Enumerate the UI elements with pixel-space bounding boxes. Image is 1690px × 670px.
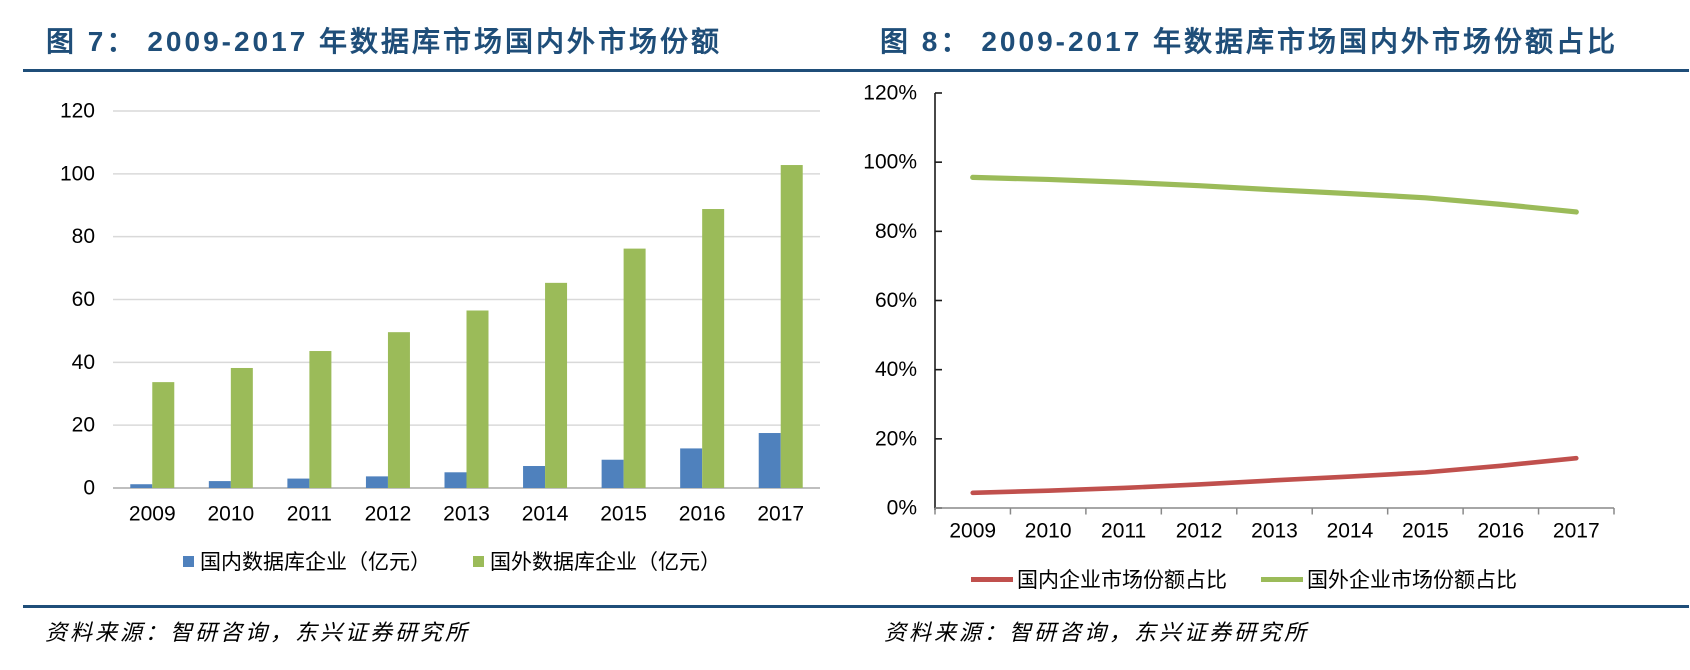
fig8-ytick-label-20%: 20% bbox=[875, 427, 917, 450]
fig8-line-domestic bbox=[970, 455, 1579, 496]
fig7-bar-foreign-2012 bbox=[387, 332, 410, 488]
fig8-ytick-label-80%: 80% bbox=[875, 220, 917, 243]
fig8-xtick-label-2012: 2012 bbox=[1176, 520, 1223, 543]
legend-item-domestic-share: 国内企业市场份额占比 bbox=[971, 564, 1227, 594]
fig7-bar-domestic-2014 bbox=[523, 466, 546, 488]
fig7-xtick-label-2013: 2013 bbox=[443, 503, 490, 526]
fig7-bar-domestic-2012 bbox=[365, 476, 388, 488]
fig8-xtick-label-2016: 2016 bbox=[1477, 520, 1524, 543]
fig8-xtick-label-2011: 2011 bbox=[1101, 520, 1146, 543]
legend-label-domestic-share: 国内企业市场份额占比 bbox=[1017, 569, 1227, 592]
legend-item-domestic-db: 国内数据库企业（亿元） bbox=[183, 546, 431, 576]
fig8-xtick-label-2010: 2010 bbox=[1025, 520, 1072, 543]
footer-separator-line bbox=[23, 605, 1689, 608]
fig8-xtick-label-2009: 2009 bbox=[949, 520, 996, 543]
fig8-xtick-label-2013: 2013 bbox=[1251, 520, 1298, 543]
fig8-ytick-label-40%: 40% bbox=[875, 358, 917, 381]
legend-swatch-domestic-db bbox=[183, 555, 194, 567]
figure7-legend: 国内数据库企业（亿元） 国外数据库企业（亿元） bbox=[183, 546, 721, 576]
fig7-xtick-label-2015: 2015 bbox=[600, 503, 647, 526]
figure7-title-text: 2009-2017 年数据库市场国内外市场份额 bbox=[147, 26, 723, 57]
fig7-xtick-label-2011: 2011 bbox=[287, 503, 332, 526]
fig7-bar-foreign-2014 bbox=[545, 282, 568, 488]
fig7-bar-foreign-2009 bbox=[152, 382, 175, 488]
legend-swatch-foreign-share bbox=[1261, 576, 1303, 582]
fig7-bar-domestic-2015 bbox=[601, 459, 624, 488]
fig7-ytick-label-100: 100 bbox=[60, 162, 95, 185]
figure7-title: 图 7： 2009-2017 年数据库市场国内外市场份额 bbox=[46, 26, 722, 58]
fig8-xtick-label-2014: 2014 bbox=[1327, 520, 1374, 543]
fig8-ytick-label-0%: 0% bbox=[887, 497, 917, 520]
figure8-title-underline bbox=[861, 69, 1689, 72]
fig7-bar-domestic-2011 bbox=[287, 478, 310, 488]
fig7-xtick-label-2016: 2016 bbox=[679, 503, 726, 526]
fig7-ytick-label-0: 0 bbox=[83, 477, 95, 500]
figure7-source-note: 资料来源：智研咨询，东兴证券研究所 bbox=[45, 620, 471, 645]
fig7-ytick-label-60: 60 bbox=[72, 288, 95, 311]
fig7-bar-domestic-2016 bbox=[680, 448, 703, 488]
fig7-ytick-label-20: 20 bbox=[72, 414, 95, 437]
fig7-bar-foreign-2017 bbox=[780, 165, 803, 488]
fig8-ytick-label-100%: 100% bbox=[863, 151, 917, 174]
fig8-xtick-label-2015: 2015 bbox=[1402, 520, 1449, 543]
fig8-ytick-label-60%: 60% bbox=[875, 289, 917, 312]
figure7-title-underline bbox=[23, 69, 861, 72]
legend-item-foreign-share: 国外企业市场份额占比 bbox=[1261, 564, 1517, 594]
fig7-ytick-label-40: 40 bbox=[72, 351, 95, 374]
figure7-label: 图 7： bbox=[46, 26, 138, 57]
fig7-bar-domestic-2017 bbox=[758, 433, 781, 488]
figure8-label: 图 8： bbox=[880, 26, 972, 57]
figure8-title: 图 8： 2009-2017 年数据库市场国内外市场份额占比 bbox=[880, 26, 1618, 58]
fig7-bar-foreign-2015 bbox=[623, 248, 646, 488]
fig8-xtick-label-2017: 2017 bbox=[1553, 520, 1600, 543]
fig8-ytick-label-120%: 120% bbox=[863, 82, 917, 105]
fig7-xtick-label-2012: 2012 bbox=[365, 503, 412, 526]
fig7-xtick-label-2009: 2009 bbox=[129, 503, 176, 526]
legend-label-domestic-db: 国内数据库企业（亿元） bbox=[200, 551, 431, 574]
fig7-bar-foreign-2013 bbox=[466, 310, 489, 488]
fig7-bar-foreign-2016 bbox=[702, 209, 725, 488]
fig7-bar-foreign-2011 bbox=[309, 351, 332, 488]
fig7-xtick-label-2010: 2010 bbox=[207, 503, 254, 526]
legend-swatch-foreign-db bbox=[473, 555, 484, 567]
fig8-line-foreign bbox=[970, 174, 1579, 215]
legend-swatch-domestic-share bbox=[971, 576, 1013, 582]
legend-label-foreign-db: 国外数据库企业（亿元） bbox=[490, 551, 721, 574]
fig7-ytick-label-80: 80 bbox=[72, 225, 95, 248]
fig7-bar-domestic-2013 bbox=[444, 472, 467, 488]
fig7-xtick-label-2017: 2017 bbox=[757, 503, 804, 526]
legend-label-foreign-share: 国外企业市场份额占比 bbox=[1307, 569, 1517, 592]
figure8-title-text: 2009-2017 年数据库市场国内外市场份额占比 bbox=[981, 26, 1619, 57]
fig7-ytick-label-120: 120 bbox=[60, 100, 95, 123]
fig7-bar-domestic-2010 bbox=[208, 481, 231, 488]
figure8-source-note: 资料来源：智研咨询，东兴证券研究所 bbox=[884, 620, 1310, 645]
figure8-legend: 国内企业市场份额占比 国外企业市场份额占比 bbox=[971, 564, 1517, 594]
fig7-xtick-label-2014: 2014 bbox=[522, 503, 569, 526]
fig7-bar-foreign-2010 bbox=[230, 367, 253, 488]
legend-item-foreign-db: 国外数据库企业（亿元） bbox=[473, 546, 721, 576]
fig7-bar-domestic-2009 bbox=[130, 484, 153, 488]
